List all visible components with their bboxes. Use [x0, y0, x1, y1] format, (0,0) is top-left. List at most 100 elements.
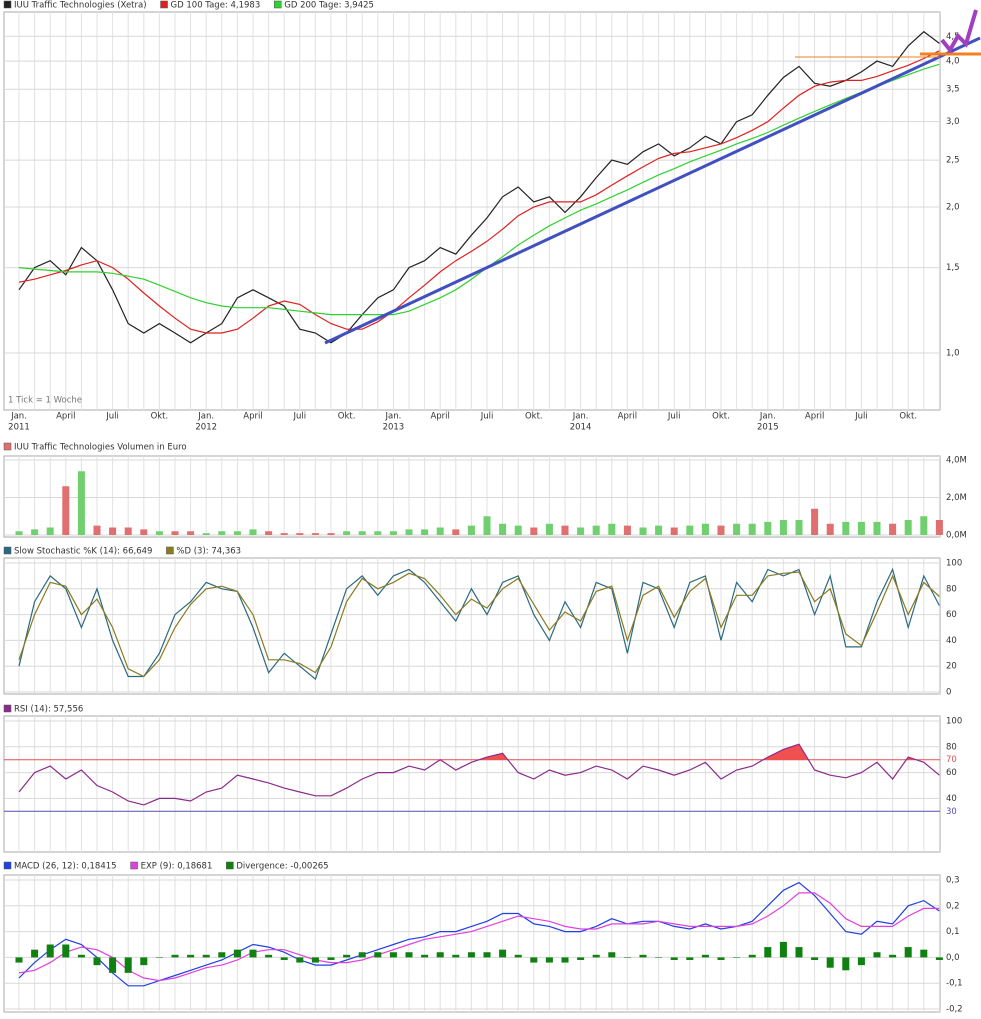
- bar: [124, 957, 132, 973]
- bar: [530, 527, 538, 535]
- bar: [343, 531, 351, 535]
- bar: [655, 957, 663, 958]
- bar: [717, 957, 725, 960]
- x-tick-label: April: [805, 412, 824, 422]
- y-tick-label: 0,3: [946, 876, 960, 886]
- y-tick-label: 4,0: [946, 57, 960, 67]
- bar: [920, 949, 928, 958]
- bar: [46, 527, 54, 535]
- bar: [779, 941, 787, 958]
- legend-swatch: [3, 442, 12, 451]
- bar: [483, 952, 491, 958]
- y-tick-label: 40: [946, 794, 957, 804]
- x-tick-label: Juli: [854, 412, 868, 422]
- legend-swatch: [3, 546, 12, 555]
- y-tick-label: 1,5: [946, 263, 960, 273]
- bar: [280, 957, 288, 960]
- y-tick-label: 100: [946, 559, 962, 569]
- y-tick-label: -0,2: [946, 1005, 963, 1015]
- bar: [467, 525, 475, 535]
- legend-label: RSI (14): 57,556: [14, 705, 83, 715]
- bar: [77, 471, 85, 535]
- x-tick-label: Jan.: [572, 412, 589, 422]
- bar: [436, 952, 444, 958]
- series-line: [18, 30, 940, 344]
- bar: [545, 957, 553, 963]
- bar: [296, 957, 304, 963]
- legend-swatch: [160, 0, 168, 9]
- legend-label: GD 200 Tage: 3,9425: [284, 1, 374, 11]
- bar: [249, 949, 257, 958]
- bar: [202, 954, 210, 958]
- legend-label: GD 100 Tage: 4,1983: [171, 1, 261, 11]
- bar: [389, 531, 397, 535]
- y-tick-label: 4,0M: [946, 456, 967, 466]
- x-year-label: 2013: [383, 423, 405, 433]
- panel-frame: [3, 715, 941, 853]
- x-tick-label: Okt.: [899, 412, 917, 422]
- x-tick-label: April: [243, 412, 262, 422]
- legend-label: IUU Traffic Technologies (Xetra): [14, 1, 147, 11]
- x-tick-label: Jan.: [759, 412, 776, 422]
- bar: [109, 527, 117, 535]
- bar: [31, 529, 39, 535]
- x-tick-label: Juli: [292, 412, 306, 422]
- bar: [15, 531, 23, 535]
- bar: [904, 947, 912, 958]
- bar: [561, 957, 569, 963]
- panels: 1,0 1,5 2,0 2,5 3,0 3,5 4,0 4,5 IUU Traffic Tech…: [3, 0, 967, 1015]
- bar: [764, 947, 772, 958]
- y-tick-label: 1,0: [946, 349, 960, 359]
- bar: [249, 529, 257, 535]
- y-tick-label: 3,5: [946, 85, 960, 95]
- series-line: [18, 881, 940, 987]
- bar: [46, 944, 54, 958]
- bar: [187, 954, 195, 958]
- bar: [670, 527, 678, 535]
- bar: [140, 529, 148, 535]
- y-tick-label: 2,5: [946, 156, 960, 166]
- bar: [561, 525, 569, 535]
- bar: [233, 949, 241, 958]
- y-tick-label: 2,0M: [946, 493, 967, 503]
- bar: [62, 486, 70, 535]
- bar: [889, 954, 897, 958]
- x-tick-label: Jan.: [10, 412, 27, 422]
- bar: [265, 531, 273, 535]
- y-tick-label: 80: [946, 584, 957, 594]
- x-tick-label: Jan.: [384, 412, 401, 422]
- bar: [577, 527, 585, 535]
- panel-frame: [3, 874, 941, 1013]
- bar: [857, 521, 865, 535]
- bar: [374, 531, 382, 535]
- legend-swatch: [166, 546, 174, 555]
- bar: [358, 952, 366, 958]
- bar: [421, 954, 429, 958]
- bar: [733, 523, 741, 535]
- bar: [327, 957, 335, 960]
- bar: [779, 520, 787, 535]
- bar: [171, 954, 179, 958]
- y-tick-label: -0,1: [946, 979, 963, 989]
- bar: [467, 952, 475, 958]
- y-tick-label: 4,5: [946, 32, 960, 42]
- bar: [811, 957, 819, 960]
- drawings: [324, 9, 981, 345]
- x-tick-label: April: [430, 412, 449, 422]
- legend-swatch: [130, 861, 138, 870]
- bar: [623, 957, 631, 958]
- legend-swatch: [3, 0, 12, 9]
- bar: [311, 533, 319, 535]
- bar: [374, 952, 382, 958]
- panel-frame: [3, 11, 941, 411]
- bar: [733, 957, 741, 958]
- legend-label: %D (3): 74,363: [176, 547, 241, 557]
- legend-swatch: [3, 704, 12, 713]
- bar: [155, 531, 163, 535]
- bar: [889, 523, 897, 535]
- panel-frame: [3, 557, 941, 695]
- bar: [920, 516, 928, 535]
- y-tick-label: 40: [946, 636, 957, 646]
- bar: [639, 527, 647, 535]
